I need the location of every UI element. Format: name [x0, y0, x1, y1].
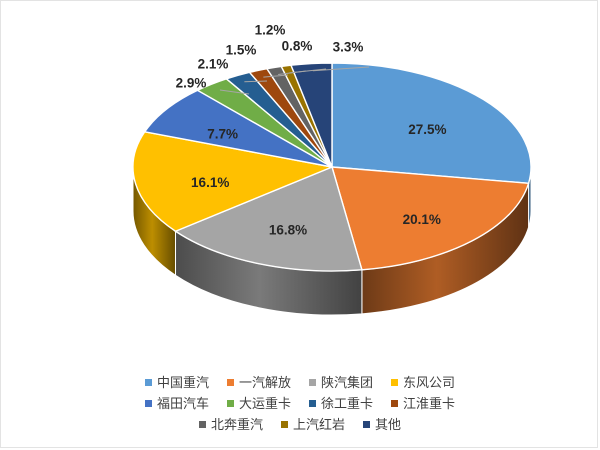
legend-swatch-icon	[309, 400, 316, 407]
slice-value-label-一汽解放: 20.1%	[403, 212, 441, 227]
legend-row: 福田汽车 大运重卡 徐工重卡 江淮重卡	[136, 394, 464, 413]
leader-line-其他	[312, 66, 370, 72]
legend-item-陕汽集团[interactable]: 陕汽集团	[309, 373, 373, 392]
slice-value-label-东风公司: 16.1%	[191, 175, 229, 190]
pie-slice-福田汽车[interactable]	[143, 89, 333, 168]
legend-row: 中国重汽 一汽解放 陕汽集团 东风公司	[136, 373, 464, 392]
slice-value-label-江淮重卡: 1.5%	[226, 43, 257, 58]
legend-item-江淮重卡[interactable]: 江淮重卡	[391, 394, 455, 413]
legend-label: 江淮重卡	[403, 396, 456, 411]
legend-label: 东风公司	[403, 375, 456, 390]
legend-label: 上汽红岩	[292, 417, 345, 432]
legend-item-上汽红岩[interactable]: 上汽红岩	[280, 415, 345, 434]
legend-swatch-icon	[144, 400, 152, 407]
slice-value-label-北奔重汽: 1.2%	[255, 23, 286, 38]
slice-value-label-徐工重卡: 2.1%	[198, 57, 229, 72]
legend-label: 徐工重卡	[321, 396, 374, 411]
legend-row: 北奔重汽 上汽红岩 其他	[190, 415, 410, 434]
legend-swatch-icon	[391, 400, 399, 407]
pie-data-labels: 27.5% 20.1% 16.8% 16.1% 7.7% 2.9% 2.1%1.5% 1.2%…	[176, 23, 447, 238]
legend-label: 一汽解放	[238, 375, 291, 390]
legend-swatch-icon	[226, 379, 234, 386]
legend-item-徐工重卡[interactable]: 徐工重卡	[309, 394, 373, 413]
legend-label: 中国重汽	[156, 375, 209, 390]
legend-swatch-icon	[198, 421, 206, 428]
legend-swatch-icon	[309, 379, 316, 386]
chart-legend: 中国重汽 一汽解放 陕汽集团 东风公司福田汽车 大运重卡 徐工重卡 江淮重卡北奔重汽 上汽红岩…	[1, 373, 599, 434]
pie-side-walls	[132, 166, 532, 316]
legend-item-福田汽车[interactable]: 福田汽车	[144, 394, 209, 413]
slice-value-label-上汽红岩: 0.8%	[282, 39, 313, 54]
leader-line-大运重卡	[219, 89, 250, 95]
legend-swatch-icon	[391, 379, 399, 386]
pie-slice-一汽解放[interactable]	[331, 166, 530, 271]
legend-label: 北奔重汽	[210, 417, 263, 432]
pie-chart-svg[interactable]: 27.5% 20.1% 16.8% 16.1% 7.7% 2.9% 2.1%1.5% 1.2%…	[1, 1, 599, 361]
legend-swatch-icon	[280, 421, 288, 428]
legend-item-一汽解放[interactable]: 一汽解放	[226, 373, 291, 392]
legend-label: 其他	[375, 417, 402, 432]
pie-slice-陕汽集团[interactable]	[174, 166, 363, 272]
legend-item-中国重汽[interactable]: 中国重汽	[144, 373, 209, 392]
legend-label: 大运重卡	[238, 396, 291, 411]
legend-item-东风公司[interactable]: 东风公司	[391, 373, 455, 392]
legend-swatch-icon	[144, 379, 152, 386]
leader-line-上汽红岩	[289, 68, 327, 74]
pie-slice-其他[interactable]	[290, 62, 333, 168]
slice-value-label-大运重卡: 2.9%	[176, 76, 207, 91]
pie-plot-area: 27.5% 20.1% 16.8% 16.1% 7.7% 2.9% 2.1% 1.5% 1.2%…	[1, 1, 599, 361]
slice-value-label-福田汽车: 7.7%	[207, 127, 238, 142]
pie-top-faces	[132, 62, 532, 272]
legend-swatch-icon	[363, 421, 370, 428]
pie-slice-中国重汽[interactable]	[331, 62, 532, 185]
legend-label: 福田汽车	[156, 396, 209, 411]
leader-line-江淮重卡	[263, 74, 289, 78]
slice-value-label-陕汽集团: 16.8%	[269, 223, 307, 238]
slice-value-label-其他: 3.3%	[333, 40, 364, 55]
legend-item-北奔重汽[interactable]: 北奔重汽	[198, 415, 263, 434]
pie-slice-东风公司[interactable]	[132, 130, 335, 233]
legend-item-其他[interactable]: 其他	[363, 415, 401, 434]
legend-swatch-icon	[226, 400, 234, 407]
legend-label: 陕汽集团	[321, 375, 374, 390]
leader-line-徐工重卡	[244, 80, 268, 83]
slice-value-label-中国重汽: 27.5%	[408, 122, 446, 137]
legend-item-大运重卡[interactable]: 大运重卡	[226, 394, 291, 413]
